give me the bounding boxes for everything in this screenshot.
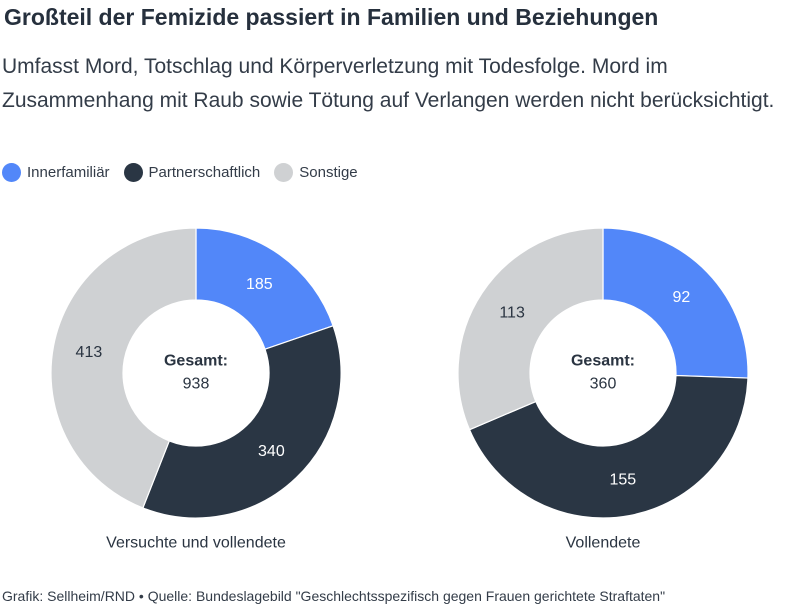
legend-item-sonstige: Sonstige bbox=[274, 163, 358, 182]
footer-source: Grafik: Sellheim/RND • Quelle: Bundeslag… bbox=[2, 588, 666, 604]
legend-swatch-sonstige bbox=[274, 163, 294, 182]
legend-swatch-partnerschaftlich bbox=[123, 163, 143, 182]
donut-vollendete: 92 155 113 Gesamt: 360 Vollendete bbox=[457, 227, 749, 552]
chart-title: Großteil der Femizide passiert in Famili… bbox=[4, 4, 659, 30]
slice-sonstige bbox=[457, 227, 604, 431]
chart-caption: Vollendete bbox=[566, 535, 641, 552]
legend-label-sonstige: Sonstige bbox=[299, 164, 358, 181]
slice-label-partnerschaftlich: 340 bbox=[258, 443, 285, 460]
donut-versuchte-vollendete: 185 340 413 Gesamt: 938 Versuchte und vollend… bbox=[50, 227, 342, 552]
center-label: Gesamt: bbox=[164, 353, 228, 370]
donut-charts: 185 340 413 Gesamt: 938 Versuchte und vollend… bbox=[50, 227, 749, 552]
slice-label-partnerschaftlich: 155 bbox=[610, 472, 637, 489]
slice-sonstige bbox=[50, 227, 197, 509]
slice-label-sonstige: 113 bbox=[499, 304, 525, 321]
legend-label-partnerschaftlich: Partnerschaftlich bbox=[148, 164, 261, 181]
legend-item-partnerschaftlich: Partnerschaftlich bbox=[123, 163, 261, 182]
legend-item-innerfamiliar: Innerfamiliär bbox=[2, 163, 110, 182]
chart-caption: Versuchte und vollendete bbox=[106, 535, 286, 552]
legend-label-innerfamiliar: Innerfamiliär bbox=[27, 164, 110, 181]
slice-partnerschaftlich bbox=[468, 374, 749, 519]
legend-swatch-innerfamiliar bbox=[2, 163, 21, 182]
chart-subtitle: Umfasst Mord, Totschlag und Körperverlet… bbox=[2, 55, 775, 112]
slice-label-innerfamiliaer: 92 bbox=[673, 289, 691, 306]
center-total: 938 bbox=[183, 376, 210, 393]
slice-partnerschaftlich bbox=[142, 325, 342, 519]
slice-innerfamiliaer bbox=[602, 227, 749, 379]
center-label: Gesamt: bbox=[571, 353, 635, 370]
slice-label-innerfamiliaer: 185 bbox=[246, 276, 273, 293]
slice-label-sonstige: 413 bbox=[76, 344, 103, 361]
slice-innerfamiliaer bbox=[195, 227, 334, 350]
legend: Innerfamiliär Partnerschaftlich Sonstige bbox=[2, 163, 372, 182]
center-total: 360 bbox=[590, 376, 617, 393]
